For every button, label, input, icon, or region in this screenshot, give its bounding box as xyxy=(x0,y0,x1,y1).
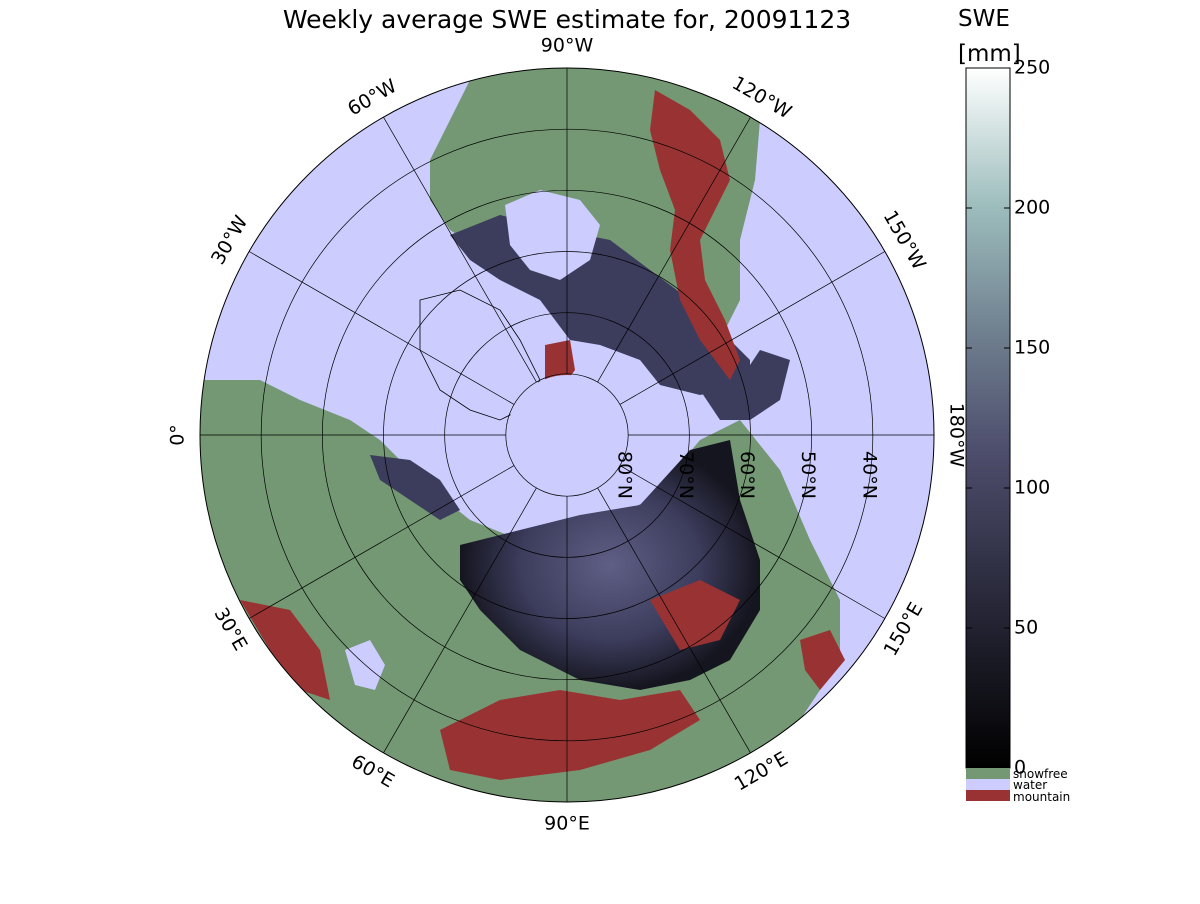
graticule xyxy=(200,68,934,802)
colorbar-tick-label: 0 xyxy=(1014,757,1026,779)
latitude-label: 60°N xyxy=(736,451,758,499)
meridian-line xyxy=(383,487,537,754)
latitude-label: 80°N xyxy=(614,451,636,499)
colorbar-tick-label: 150 xyxy=(1014,337,1050,359)
meridian-line xyxy=(619,465,886,619)
map-title: Weekly average SWE estimate for, 2009112… xyxy=(283,5,851,34)
colorbar-gradient xyxy=(965,67,1011,769)
legend-swatch-water xyxy=(966,779,1010,790)
rocky-mountains xyxy=(650,90,740,380)
legend-label-snowfree: snowfree xyxy=(1013,767,1068,781)
alaska-snow xyxy=(700,350,790,420)
longitude-label: 90°W xyxy=(541,35,594,57)
meridian-line xyxy=(597,116,751,383)
latitude-label: 70°N xyxy=(675,451,697,499)
colorbar-tick-label: 50 xyxy=(1014,617,1038,639)
tibet-mountains xyxy=(440,690,700,780)
longitude-label: 180°W xyxy=(946,403,968,468)
japan-mountain xyxy=(800,630,845,690)
latitude-label: 40°N xyxy=(858,451,880,499)
meridian-line xyxy=(248,251,515,405)
hudson-bay xyxy=(505,190,600,280)
meridian-line xyxy=(619,251,886,405)
land-layer xyxy=(200,68,845,802)
siberia-mountains xyxy=(650,580,740,650)
longitude-label: 90°E xyxy=(544,813,590,835)
latitude-labels: 80°N 70°N 60°N 50°N 40°N xyxy=(614,451,881,499)
meridian-line xyxy=(248,465,515,619)
legend-label-mountain: mountain xyxy=(1013,790,1070,804)
legend-label-water: water xyxy=(1013,778,1047,792)
colorbar: SWE [mm] 0 50 100 150 200 250 snowfree water … xyxy=(958,6,1070,804)
legend-swatch-snowfree xyxy=(966,768,1010,779)
map-border xyxy=(199,67,935,803)
longitude-label: 0° xyxy=(167,424,189,446)
meridian-line xyxy=(597,487,751,754)
legend-swatch-mountain xyxy=(966,790,1010,801)
greenland xyxy=(420,290,540,420)
colorbar-tick-label: 200 xyxy=(1014,197,1050,219)
scandinavia-snow xyxy=(370,455,460,520)
meridian-line xyxy=(383,116,537,383)
colorbar-title-line1: SWE xyxy=(958,6,1010,32)
arctic-ocean xyxy=(507,375,627,495)
colorbar-tick-label: 250 xyxy=(1014,57,1050,79)
colorbar-tick-label: 100 xyxy=(1014,477,1050,499)
colorbar-ticks: 0 50 100 150 200 250 xyxy=(966,57,1050,779)
colorbar-title-line2: [mm] xyxy=(958,41,1021,67)
colorbar-legend: snowfree water mountain xyxy=(966,767,1070,804)
polar-map: 90°W60°W30°W0°30°E60°E90°E120°E150°E180°… xyxy=(167,35,968,835)
alps-mountains xyxy=(240,600,330,700)
latitude-label: 50°N xyxy=(797,451,819,499)
